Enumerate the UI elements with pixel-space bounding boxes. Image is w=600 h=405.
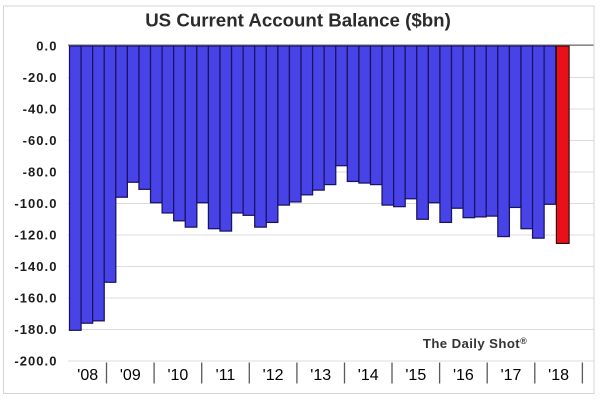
svg-text:US Current Account Balance ($b: US Current Account Balance ($bn): [145, 10, 451, 31]
svg-text:'12: '12: [263, 367, 284, 384]
svg-text:'15: '15: [405, 367, 426, 384]
svg-text:-200.0: -200.0: [14, 353, 57, 368]
svg-text:0.0: 0.0: [36, 38, 57, 53]
svg-text:'09: '09: [120, 367, 141, 384]
svg-text:'16: '16: [453, 367, 474, 384]
svg-text:-80.0: -80.0: [23, 164, 58, 179]
svg-text:-20.0: -20.0: [23, 70, 58, 85]
svg-text:'08: '08: [77, 367, 98, 384]
svg-text:-100.0: -100.0: [14, 196, 57, 211]
svg-text:-60.0: -60.0: [23, 133, 58, 148]
svg-text:-160.0: -160.0: [14, 290, 57, 305]
svg-text:-120.0: -120.0: [14, 227, 57, 242]
svg-text:-140.0: -140.0: [14, 259, 57, 274]
svg-text:'13: '13: [310, 367, 331, 384]
svg-text:-40.0: -40.0: [23, 101, 58, 116]
svg-text:'17: '17: [501, 367, 522, 384]
svg-text:The Daily Shot®: The Daily Shot®: [423, 336, 527, 351]
svg-text:-180.0: -180.0: [14, 322, 57, 337]
svg-text:'11: '11: [216, 367, 236, 384]
svg-text:'10: '10: [167, 367, 188, 384]
svg-text:'14: '14: [358, 367, 379, 384]
svg-text:'18: '18: [548, 367, 569, 384]
